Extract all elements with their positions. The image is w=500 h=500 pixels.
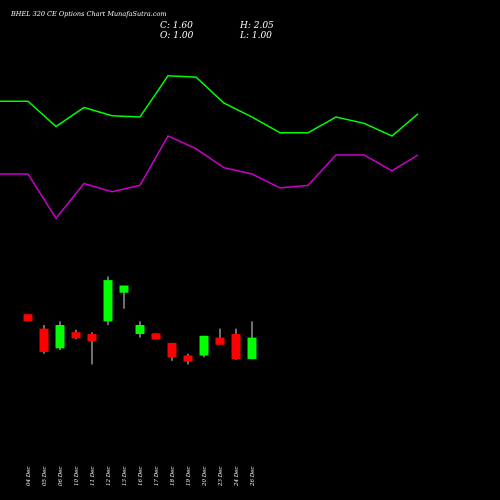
candle-body: [167, 342, 177, 358]
candle-body: [23, 314, 33, 322]
candle-body: [135, 325, 145, 334]
candle-body: [231, 334, 241, 360]
x-tick-label: 06 Dec: [58, 467, 64, 487]
candle: [87, 332, 97, 365]
candle: [55, 321, 65, 351]
x-tick-label: 19 Dec: [186, 467, 192, 487]
candle: [135, 321, 145, 338]
candle-body: [199, 335, 209, 356]
candle-body: [55, 325, 65, 349]
candle: [119, 285, 129, 309]
candle-body: [71, 332, 81, 339]
x-tick-label: 04 Dec: [26, 467, 32, 487]
candle-body: [183, 355, 193, 362]
candle: [39, 325, 49, 354]
x-tick-label: 20 Dec: [202, 467, 208, 488]
x-tick-label: 10 Dec: [74, 467, 80, 487]
x-tick-label: 13 Dec: [122, 467, 128, 487]
x-axis-labels: 04 Dec 05 Dec 06 Dec 10 Dec 11 Dec 12 Dec 13 D…: [26, 467, 256, 488]
candle: [103, 276, 113, 325]
candle-body: [215, 337, 225, 345]
x-tick-label: 05 Dec: [42, 467, 48, 487]
x-tick-label: 17 Dec: [154, 467, 160, 487]
close-readout: C: 1.60: [160, 21, 193, 31]
candle-body: [247, 337, 257, 360]
candle: [183, 353, 193, 365]
x-tick-label: 12 Dec: [106, 467, 112, 487]
candle-body: [87, 334, 97, 342]
chart-title: BHEL 320 CE Options Chart MunafaSutra.co…: [10, 10, 167, 18]
x-tick-label: 18 Dec: [170, 467, 176, 487]
candle-body: [103, 280, 113, 322]
high-readout: H: 2.05: [239, 21, 274, 31]
candle: [23, 314, 33, 322]
candle-body: [119, 285, 129, 293]
candle: [215, 328, 225, 345]
candle-body: [151, 333, 161, 340]
overlay-line-1: [0, 75, 419, 137]
low-readout: L: 1.00: [239, 31, 272, 41]
candle: [231, 328, 241, 360]
candle: [199, 335, 209, 358]
candle: [247, 321, 257, 360]
open-readout: O: 1.00: [160, 31, 194, 41]
candle: [71, 329, 81, 340]
x-tick-label: 23 Dec: [218, 467, 224, 488]
x-tick-label: 11 Dec: [90, 467, 96, 487]
overlay-lines: [0, 75, 419, 220]
x-tick-label: 24 Dec: [234, 467, 240, 488]
overlay-line-2: [0, 135, 419, 220]
candle: [151, 333, 161, 340]
x-tick-label: 26 Dec: [250, 467, 256, 488]
candle: [167, 342, 177, 361]
candlesticks: [23, 276, 257, 365]
candle-body: [39, 328, 49, 352]
x-tick-label: 16 Dec: [138, 467, 144, 487]
